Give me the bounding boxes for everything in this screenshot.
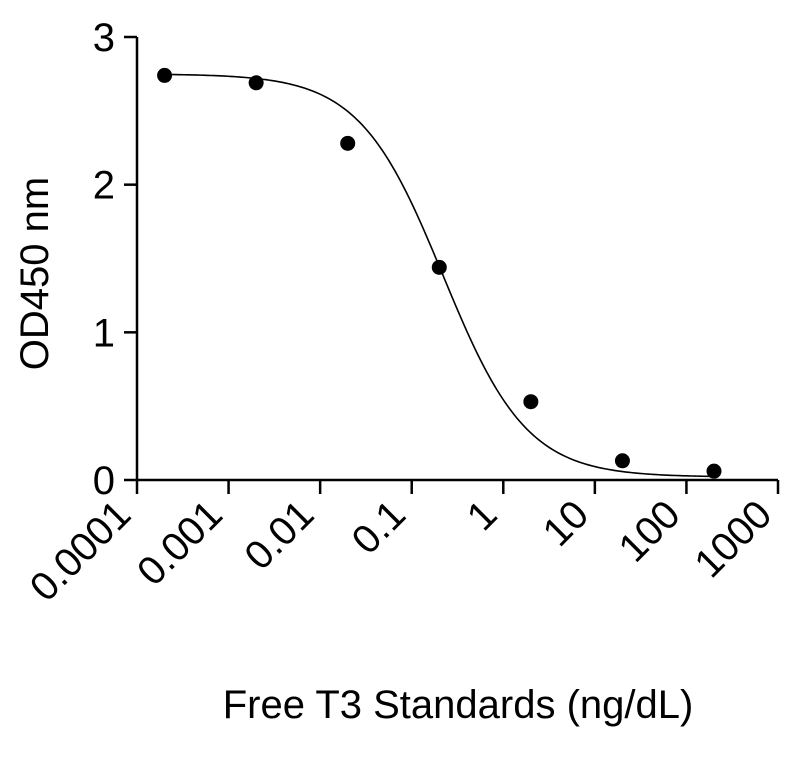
fit-curve-line: [164, 73, 715, 478]
axes: [135, 37, 778, 482]
data-point: [614, 453, 630, 469]
y-ticks: 0 1 2 3: [93, 16, 137, 503]
x-axis-title: Free T3 Standards (ng/dL): [223, 683, 694, 727]
x-tick-label: 10: [535, 492, 598, 555]
x-tick-label: 0.01: [236, 492, 322, 578]
data-point: [706, 463, 722, 479]
data-point: [157, 67, 173, 83]
x-tick-label: 0.1: [344, 492, 414, 562]
x-tick-label: 1: [459, 492, 506, 539]
data-point: [431, 259, 447, 275]
x-tick-label: 1000: [686, 492, 780, 586]
data-point: [248, 75, 264, 91]
data-point: [340, 135, 356, 151]
y-tick-label: 3: [93, 16, 115, 60]
x-tick-label: 100: [610, 492, 688, 570]
y-tick-label: 1: [93, 311, 115, 355]
y-tick-label: 0: [93, 459, 115, 503]
data-point: [523, 394, 539, 410]
x-tick-label: 0.0001: [22, 492, 140, 610]
data-points: [157, 67, 722, 479]
y-tick-label: 2: [93, 164, 115, 208]
y-axis-title: OD450 nm: [13, 177, 57, 370]
x-tick-label: 0.001: [129, 492, 231, 594]
